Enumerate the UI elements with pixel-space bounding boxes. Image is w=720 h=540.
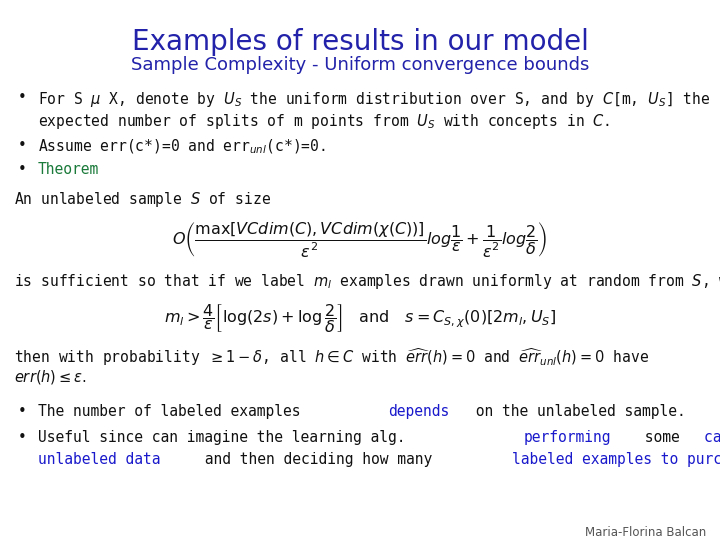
Text: An unlabeled sample $S$ of size: An unlabeled sample $S$ of size [14, 190, 271, 209]
Text: •: • [18, 138, 27, 153]
Text: depends: depends [388, 404, 449, 419]
Text: then with probability $\geq 1-\delta$, all $h\in C$ with $\widehat{err}(h)=0$ an: then with probability $\geq 1-\delta$, a… [14, 346, 649, 368]
Text: Theorem: Theorem [38, 162, 99, 177]
Text: on the unlabeled sample.: on the unlabeled sample. [467, 404, 685, 419]
Text: For S $\mu$ X, denote by $U_S$ the uniform distribution over S, and by $C$[m, $U: For S $\mu$ X, denote by $U_S$ the unifo… [38, 90, 711, 109]
Text: •: • [18, 162, 27, 177]
Text: •: • [18, 430, 27, 445]
Text: Useful since can imagine the learning alg.: Useful since can imagine the learning al… [38, 430, 414, 445]
Text: labeled examples to purchase: labeled examples to purchase [512, 452, 720, 467]
Text: calculations over the: calculations over the [704, 430, 720, 445]
Text: Assume err(c*)=0 and err$_{unl}$(c*)=0.: Assume err(c*)=0 and err$_{unl}$(c*)=0. [38, 138, 326, 157]
Text: $m_l>\dfrac{4}{\epsilon}\left[\log(2s)+\log\dfrac{2}{\delta}\right]\quad\mathrm{: $m_l>\dfrac{4}{\epsilon}\left[\log(2s)+\… [164, 302, 556, 335]
Text: •: • [18, 90, 27, 105]
Text: performing: performing [523, 430, 611, 445]
Text: Maria-Florina Balcan: Maria-Florina Balcan [585, 526, 706, 539]
Text: Sample Complexity - Uniform convergence bounds: Sample Complexity - Uniform convergence … [131, 56, 589, 74]
Text: The number of labeled examples: The number of labeled examples [38, 404, 310, 419]
Text: some: some [636, 430, 689, 445]
Text: and then deciding how many: and then deciding how many [196, 452, 441, 467]
Text: unlabeled data: unlabeled data [38, 452, 161, 467]
Text: expected number of splits of m points from $U_S$ with concepts in $C$.: expected number of splits of m points fr… [38, 112, 611, 131]
Text: •: • [18, 404, 27, 419]
Text: $O\left(\dfrac{\mathrm{max}[VCdim(C),VCdim(\chi(C))]}{\epsilon^2}log\dfrac{1}{\e: $O\left(\dfrac{\mathrm{max}[VCdim(C),VCd… [172, 220, 548, 259]
Text: is sufficient so that if we label $m_l$ examples drawn uniformly at random from : is sufficient so that if we label $m_l$ … [14, 272, 720, 291]
Text: Examples of results in our model: Examples of results in our model [132, 28, 588, 56]
Text: $err(h)\leq\epsilon.$: $err(h)\leq\epsilon.$ [14, 368, 86, 386]
